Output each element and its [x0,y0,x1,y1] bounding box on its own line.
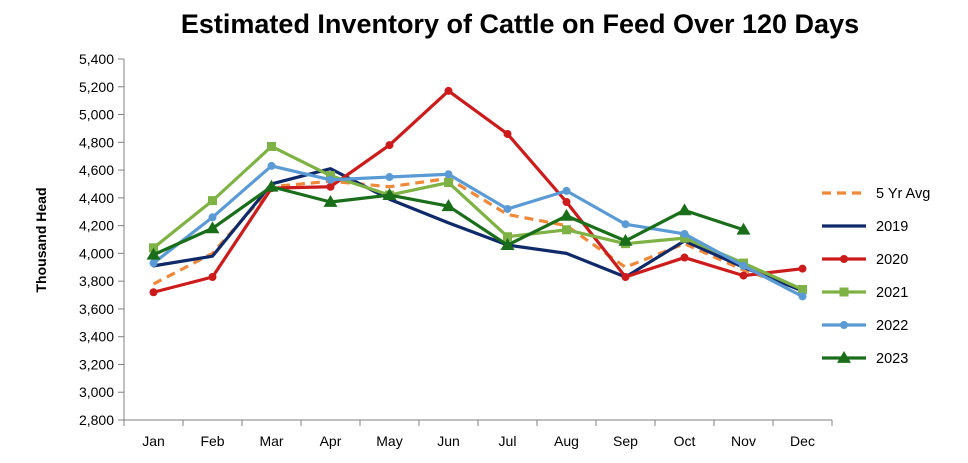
data-point [385,173,394,182]
data-point [837,351,851,363]
x-tick-label: Nov [731,433,756,449]
data-point [382,188,397,200]
series-2019 [151,167,805,293]
x-tick-label: Aug [554,433,579,449]
x-tick-label: Dec [790,433,815,449]
data-point [739,271,748,280]
y-tick-label: 5,200 [79,79,114,95]
data-point [680,233,689,243]
data-point [444,86,453,95]
x-tick-label: Jul [499,433,517,449]
data-point [618,233,633,246]
data-point [326,171,335,181]
y-tick-label: 4,600 [79,162,114,178]
x-tick-label: Jan [142,433,165,449]
data-point [149,288,158,297]
y-tick-label: 5,400 [79,51,114,67]
series-line [151,144,805,292]
y-tick-label: 4,000 [79,245,114,261]
x-tick-label: Mar [259,433,283,449]
series-line [151,167,805,293]
data-point [326,175,335,184]
x-tick-label: May [376,433,402,449]
data-point [444,178,453,188]
data-point [149,259,158,268]
data-point [798,264,807,273]
legend-item: 2022 [822,318,908,334]
y-tick-label: 3,600 [79,301,114,317]
series-line [151,164,805,299]
data-point [680,229,689,238]
data-point [839,287,849,297]
data-point [503,232,512,242]
legend-item: 2019 [822,219,908,235]
x-tick-label: Jun [437,433,460,449]
legend-item: 5 Yr Avg [822,186,930,202]
legend-label: 2019 [876,219,908,235]
data-point [680,253,689,262]
data-point [444,170,453,179]
x-tick-label: Apr [320,433,342,449]
data-point [323,195,338,207]
x-tick-label: Sep [613,433,638,449]
x-tick-label: Oct [674,433,696,449]
data-point [385,141,394,150]
legend-label: 2022 [876,318,908,334]
series-2020 [149,86,807,297]
y-tick-label: 5,000 [79,107,114,123]
y-tick-label: 3,800 [79,273,114,289]
data-point [559,208,574,221]
data-point [840,255,848,263]
y-tick-label: 3,000 [79,384,114,400]
data-point [798,284,807,294]
data-point [326,182,335,191]
data-point [264,179,279,192]
y-tick-label: 2,800 [79,412,114,428]
data-point [798,292,807,301]
data-point [500,238,515,250]
legend-item: 2021 [822,285,908,301]
data-point [840,321,848,329]
data-point [205,221,220,234]
y-tick-label: 4,200 [79,218,114,234]
legend-item: 2023 [822,351,908,367]
data-point [503,129,512,138]
legend: 5 Yr Avg 2019 2020 2021 2022 2023 [822,186,930,367]
axes: 2,800 3,000 3,200 3,400 3,600 3,800 4,000 4,200… [79,51,833,449]
series-2023 [146,179,751,260]
data-point [208,213,217,222]
data-point [562,198,571,207]
y-tick-label: 3,400 [79,329,114,345]
y-axis-label: Thousand Head [33,187,49,292]
data-point [562,186,571,195]
data-point [146,247,161,260]
legend-label: 2023 [876,351,908,367]
data-point [562,225,571,235]
series-line [151,89,805,294]
x-tick-label: Feb [200,433,224,449]
y-tick-label: 3,200 [79,356,114,372]
legend-label: 5 Yr Avg [876,186,930,202]
data-point [208,196,217,206]
series-2022 [149,161,807,301]
data-point [267,161,276,170]
data-point [267,141,276,151]
data-point [736,222,751,235]
y-tick-label: 4,800 [79,134,114,150]
legend-label: 2020 [876,252,908,268]
y-tick-label: 4,400 [79,190,114,206]
data-point [441,199,456,212]
legend-item: 2020 [822,252,908,268]
data-point [677,203,692,216]
legend-label: 2021 [876,285,908,301]
chart-title: Estimated Inventory of Cattle on Feed Ov… [181,9,859,39]
data-point [739,261,748,270]
data-point [208,272,217,281]
data-point [621,272,630,281]
data-point [503,204,512,213]
series-layer [146,86,807,301]
data-point [621,220,630,229]
